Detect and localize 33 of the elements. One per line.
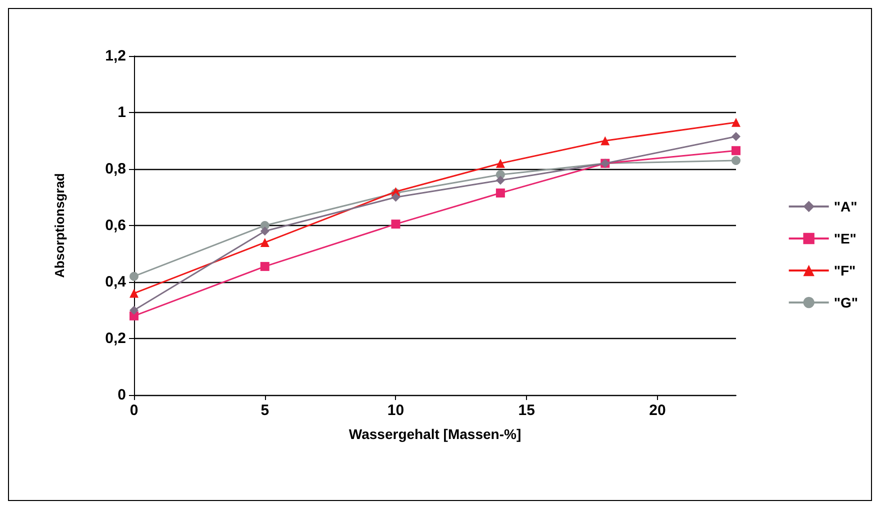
point (496, 176, 505, 185)
point (260, 262, 270, 271)
point (130, 306, 138, 315)
point (391, 192, 400, 202)
x-tick-label: 0 (130, 402, 138, 419)
x-tick-label: 5 (260, 402, 270, 419)
y-tick-label: 1,2 (105, 48, 126, 64)
y-tick-label: 0,6 (105, 217, 126, 234)
point (391, 220, 400, 229)
legend-label: "F" (834, 262, 856, 278)
x-axis-title: Wassergehalt [Massen-%] (348, 426, 522, 442)
legend-label: "G" (834, 294, 858, 310)
legend-label: "A" (834, 198, 858, 214)
point (600, 136, 610, 146)
x-tick-label: 10 (387, 402, 404, 419)
point (260, 226, 270, 236)
point (732, 156, 740, 166)
point (496, 188, 505, 198)
y-tick-label: 0,2 (105, 330, 126, 347)
x-tick-label: 20 (649, 402, 666, 419)
point (260, 238, 270, 247)
point (130, 288, 138, 298)
y-axis-title: Absorptionsgrad (52, 173, 67, 278)
x-tick-label: 15 (518, 402, 535, 419)
y-tick-label: 1 (118, 104, 126, 121)
point (732, 146, 740, 156)
point (496, 158, 505, 168)
point (732, 118, 740, 127)
y-tick-label: 0 (118, 386, 126, 404)
point (732, 132, 740, 142)
legend-label: "E" (834, 230, 856, 246)
y-tick-label: 0,8 (105, 160, 126, 178)
y-tick-label: 0,4 (105, 274, 127, 290)
